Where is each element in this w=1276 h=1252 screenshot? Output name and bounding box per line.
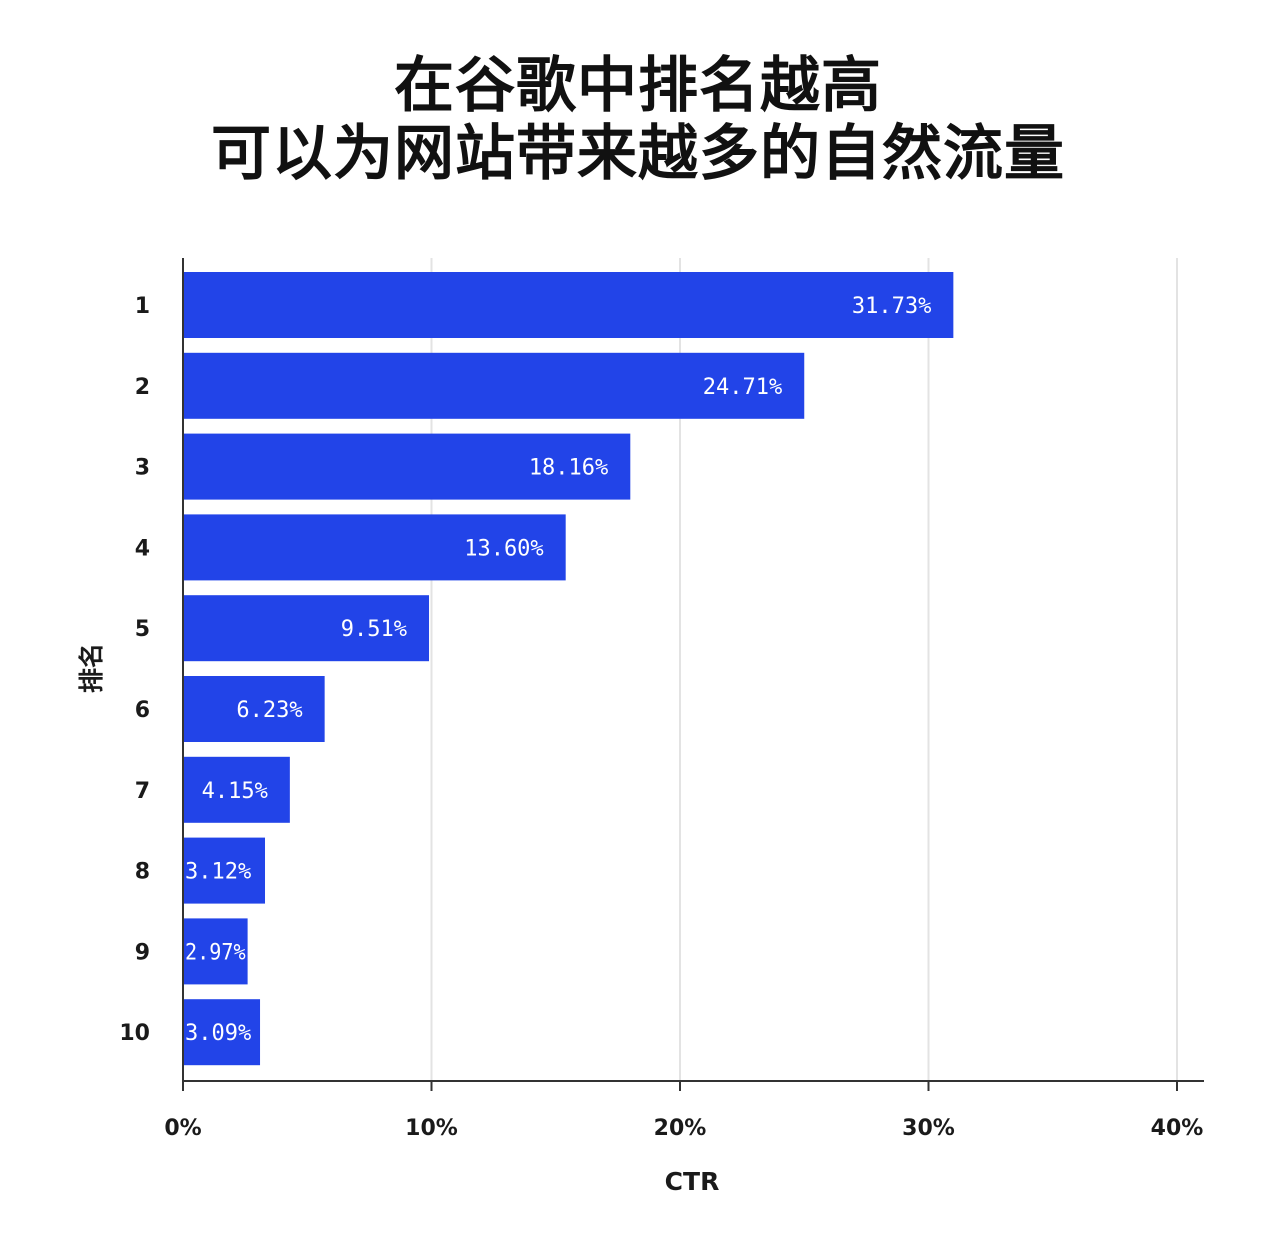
bar-value-label: 4.15%	[202, 779, 268, 804]
x-tick-label: 20%	[654, 1116, 707, 1141]
y-axis-title: 排名	[77, 643, 106, 693]
labels: 0% 10% 20% 30% 40% 1 31.73% 2 24.71% 3 18.16% 4 13.6…	[119, 294, 1203, 1141]
bar-rank-1	[183, 272, 954, 338]
chart-title-line-1: 在谷歌中排名越高	[394, 51, 882, 121]
x-tick-label: 0%	[164, 1116, 201, 1141]
y-tick-label: 9	[135, 940, 150, 965]
bar-value-label: 3.09%	[185, 1021, 251, 1046]
bar-value-label: 3.12%	[185, 860, 251, 885]
bar-value-label: 9.51%	[341, 617, 407, 642]
chart-title: 在谷歌中排名越高 可以为网站带来越多的自然流量	[0, 52, 1276, 188]
y-tick-label: 1	[135, 294, 150, 319]
bars	[183, 272, 954, 1066]
y-tick-label: 8	[135, 860, 150, 885]
y-tick-label: 2	[135, 375, 150, 400]
bar-value-label: 18.16%	[529, 456, 608, 481]
x-tick-label: 30%	[902, 1116, 955, 1141]
y-tick-label: 3	[135, 456, 150, 481]
y-tick-label: 10	[119, 1021, 150, 1046]
x-axis-title: CTR	[665, 1167, 720, 1196]
y-tick-label: 4	[135, 536, 150, 561]
x-tick-label: 10%	[405, 1116, 458, 1141]
bar-rank-2	[183, 352, 805, 419]
bar-value-label: 6.23%	[236, 698, 302, 723]
axes	[182, 258, 1204, 1091]
bar-value-label: 24.71%	[703, 375, 782, 400]
bar-rank-9	[183, 918, 248, 985]
bar-rank-7	[183, 756, 290, 823]
bar-value-label: 13.60%	[464, 536, 543, 561]
bar-rank-6	[183, 676, 325, 742]
chart-title-line-2: 可以为网站带来越多的自然流量	[211, 119, 1065, 189]
bar-rank-4	[183, 514, 566, 581]
x-tick-label: 40%	[1151, 1116, 1204, 1141]
bar-rank-8	[183, 837, 266, 904]
y-tick-label: 5	[135, 617, 150, 642]
bar-value-label: 2.97%	[185, 940, 246, 965]
bar-rank-5	[183, 595, 430, 662]
bar-rank-10	[183, 999, 261, 1066]
bar-value-label: 31.73%	[852, 294, 931, 319]
y-tick-label: 6	[135, 698, 150, 723]
y-tick-label: 7	[135, 779, 150, 804]
bar-rank-3	[183, 433, 631, 500]
